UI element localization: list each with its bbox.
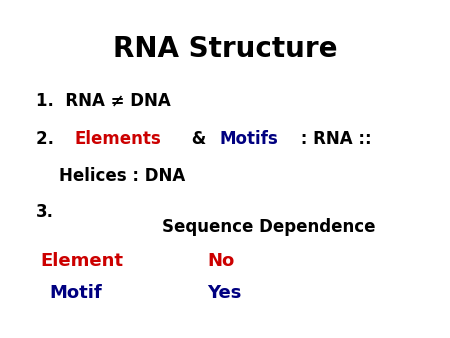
Text: 2.: 2. (36, 130, 66, 148)
Text: Yes: Yes (207, 284, 241, 302)
Text: 3.: 3. (36, 203, 54, 221)
Text: &: & (186, 130, 212, 148)
Text: No: No (207, 252, 234, 270)
Text: Elements: Elements (74, 130, 161, 148)
Text: 1.  RNA ≠ DNA: 1. RNA ≠ DNA (36, 91, 171, 109)
Text: Motif: Motif (50, 284, 102, 302)
Text: RNA Structure: RNA Structure (113, 35, 337, 64)
Text: Element: Element (40, 252, 123, 270)
Text: Motifs: Motifs (220, 130, 278, 148)
Text: Sequence Dependence: Sequence Dependence (162, 218, 375, 236)
Text: Helices : DNA: Helices : DNA (36, 167, 185, 185)
Text: : RNA ::: : RNA :: (295, 130, 372, 148)
